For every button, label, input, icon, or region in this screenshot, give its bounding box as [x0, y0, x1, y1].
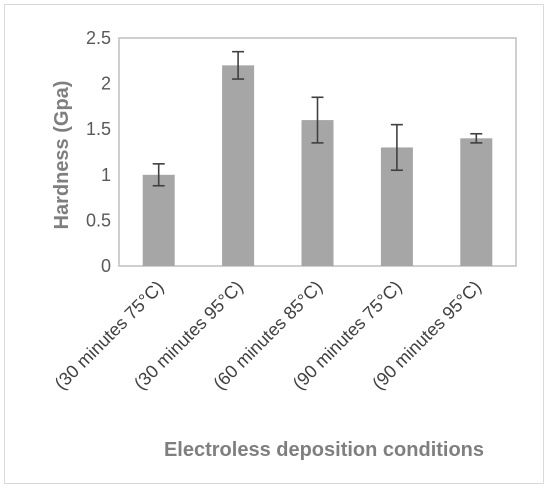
y-tick-label: 2.5	[86, 28, 111, 48]
bar	[142, 174, 175, 266]
bar	[460, 138, 493, 266]
bars	[142, 65, 493, 266]
x-axis-categories: (30 minutes 75°C)(30 minutes 95°C)(60 mi…	[51, 277, 485, 394]
y-tick-label: 1	[101, 165, 111, 185]
y-tick-label: 1.5	[86, 119, 111, 139]
y-tick-label: 2	[101, 74, 111, 94]
error-bars	[152, 50, 483, 187]
y-tick-label: 0.5	[86, 210, 111, 230]
bar	[222, 65, 255, 266]
chart-frame: 0 0.5 1 1.5 2 2.5 (30 minutes 75°C) (30 minute…	[4, 4, 544, 484]
bar	[301, 120, 334, 266]
x-axis-title: Electroless deposition conditions	[164, 439, 484, 461]
y-axis-ticks: 0 0.5 1 1.5 2 2.5	[86, 28, 111, 276]
y-axis-title: Hardness (Gpa)	[51, 81, 73, 230]
y-tick-label: 0	[101, 256, 111, 276]
bar-chart: 0 0.5 1 1.5 2 2.5 (30 minutes 75°C)(30 minute…	[51, 28, 517, 461]
